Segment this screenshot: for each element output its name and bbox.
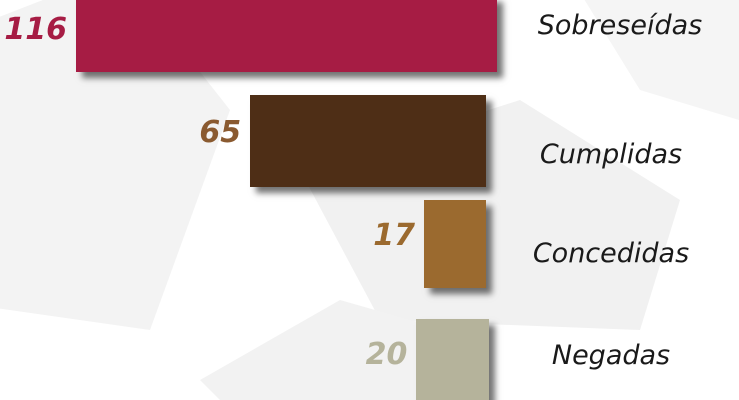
bar-cumplidas [250, 95, 486, 187]
bar-sobreseidas [76, 0, 497, 72]
value-label-negadas: 20 [365, 337, 408, 372]
category-label-sobreseidas: Sobreseídas [537, 10, 703, 41]
category-label-cumplidas: Cumplidas [539, 139, 683, 170]
value-label-concedidas: 17 [373, 218, 415, 253]
category-label-concedidas: Concedidas [532, 238, 690, 269]
category-label-negadas: Negadas [551, 340, 671, 371]
bar-concedidas [424, 200, 486, 288]
value-label-cumplidas: 65 [199, 115, 242, 150]
value-label-sobreseidas: 116 [4, 12, 67, 47]
bar-negadas [416, 319, 489, 400]
